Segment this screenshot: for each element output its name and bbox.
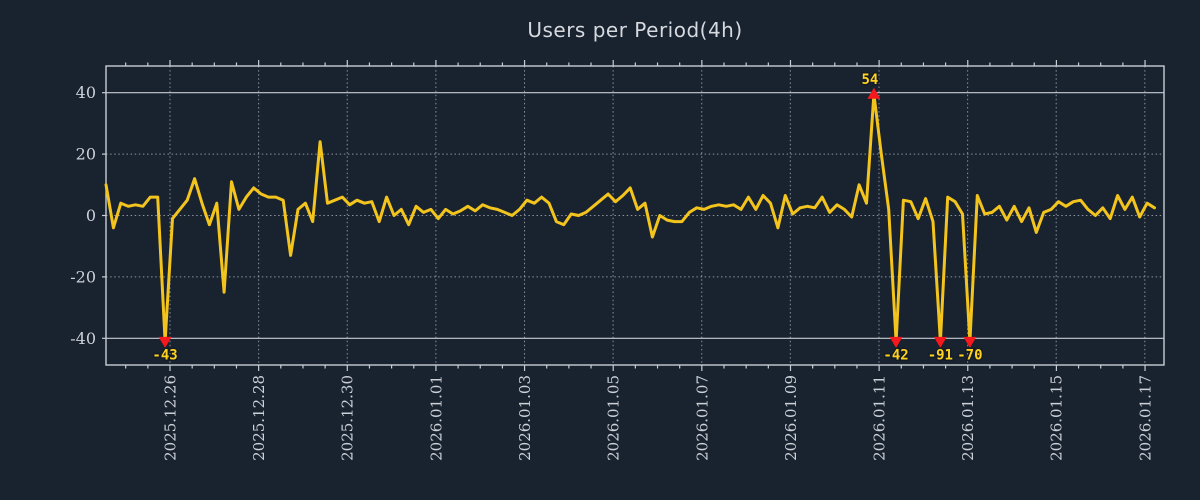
x-axis-tick-label: 2026.01.03	[516, 375, 534, 461]
x-axis-tick-label: 2025.12.26	[162, 375, 180, 461]
y-axis-tick-label: -40	[70, 329, 96, 348]
extreme-marker	[158, 336, 172, 348]
x-axis-tick-label: 2026.01.05	[605, 375, 623, 461]
x-axis-tick-label: 2026.01.11	[870, 375, 888, 461]
series-line	[104, 92, 1156, 343]
extreme-marker	[889, 336, 903, 348]
marker-value-label: 54	[861, 72, 878, 88]
extreme-marker	[867, 87, 881, 99]
extreme-marker	[933, 336, 947, 348]
y-axis-tick-label: -20	[70, 267, 96, 286]
marker-value-label: -42	[883, 347, 908, 363]
x-axis-tick-label: 2026.01.07	[693, 375, 711, 461]
x-axis-tick-label: 2026.01.13	[959, 375, 977, 461]
x-axis-tick-label: 2025.12.30	[339, 375, 357, 461]
plot-frame	[105, 65, 1165, 366]
y-axis-tick-label: 20	[76, 145, 96, 164]
extreme-marker	[963, 336, 977, 348]
x-axis-tick-label: 2026.01.17	[1136, 375, 1154, 461]
marker-value-label: -70	[957, 347, 982, 363]
x-axis-tick-label: 2026.01.15	[1048, 375, 1066, 461]
marker-value-label: -43	[152, 347, 177, 363]
x-axis-tick-label: 2026.01.01	[427, 375, 445, 461]
marker-value-label: -91	[928, 347, 953, 363]
x-axis-tick-label: 2026.01.09	[782, 375, 800, 461]
y-axis-tick-label: 40	[76, 83, 96, 102]
x-axis-tick-label: 2025.12.28	[250, 375, 268, 461]
y-axis-tick-label: 0	[86, 206, 96, 225]
chart-title: Users per Period(4h)	[527, 18, 743, 42]
